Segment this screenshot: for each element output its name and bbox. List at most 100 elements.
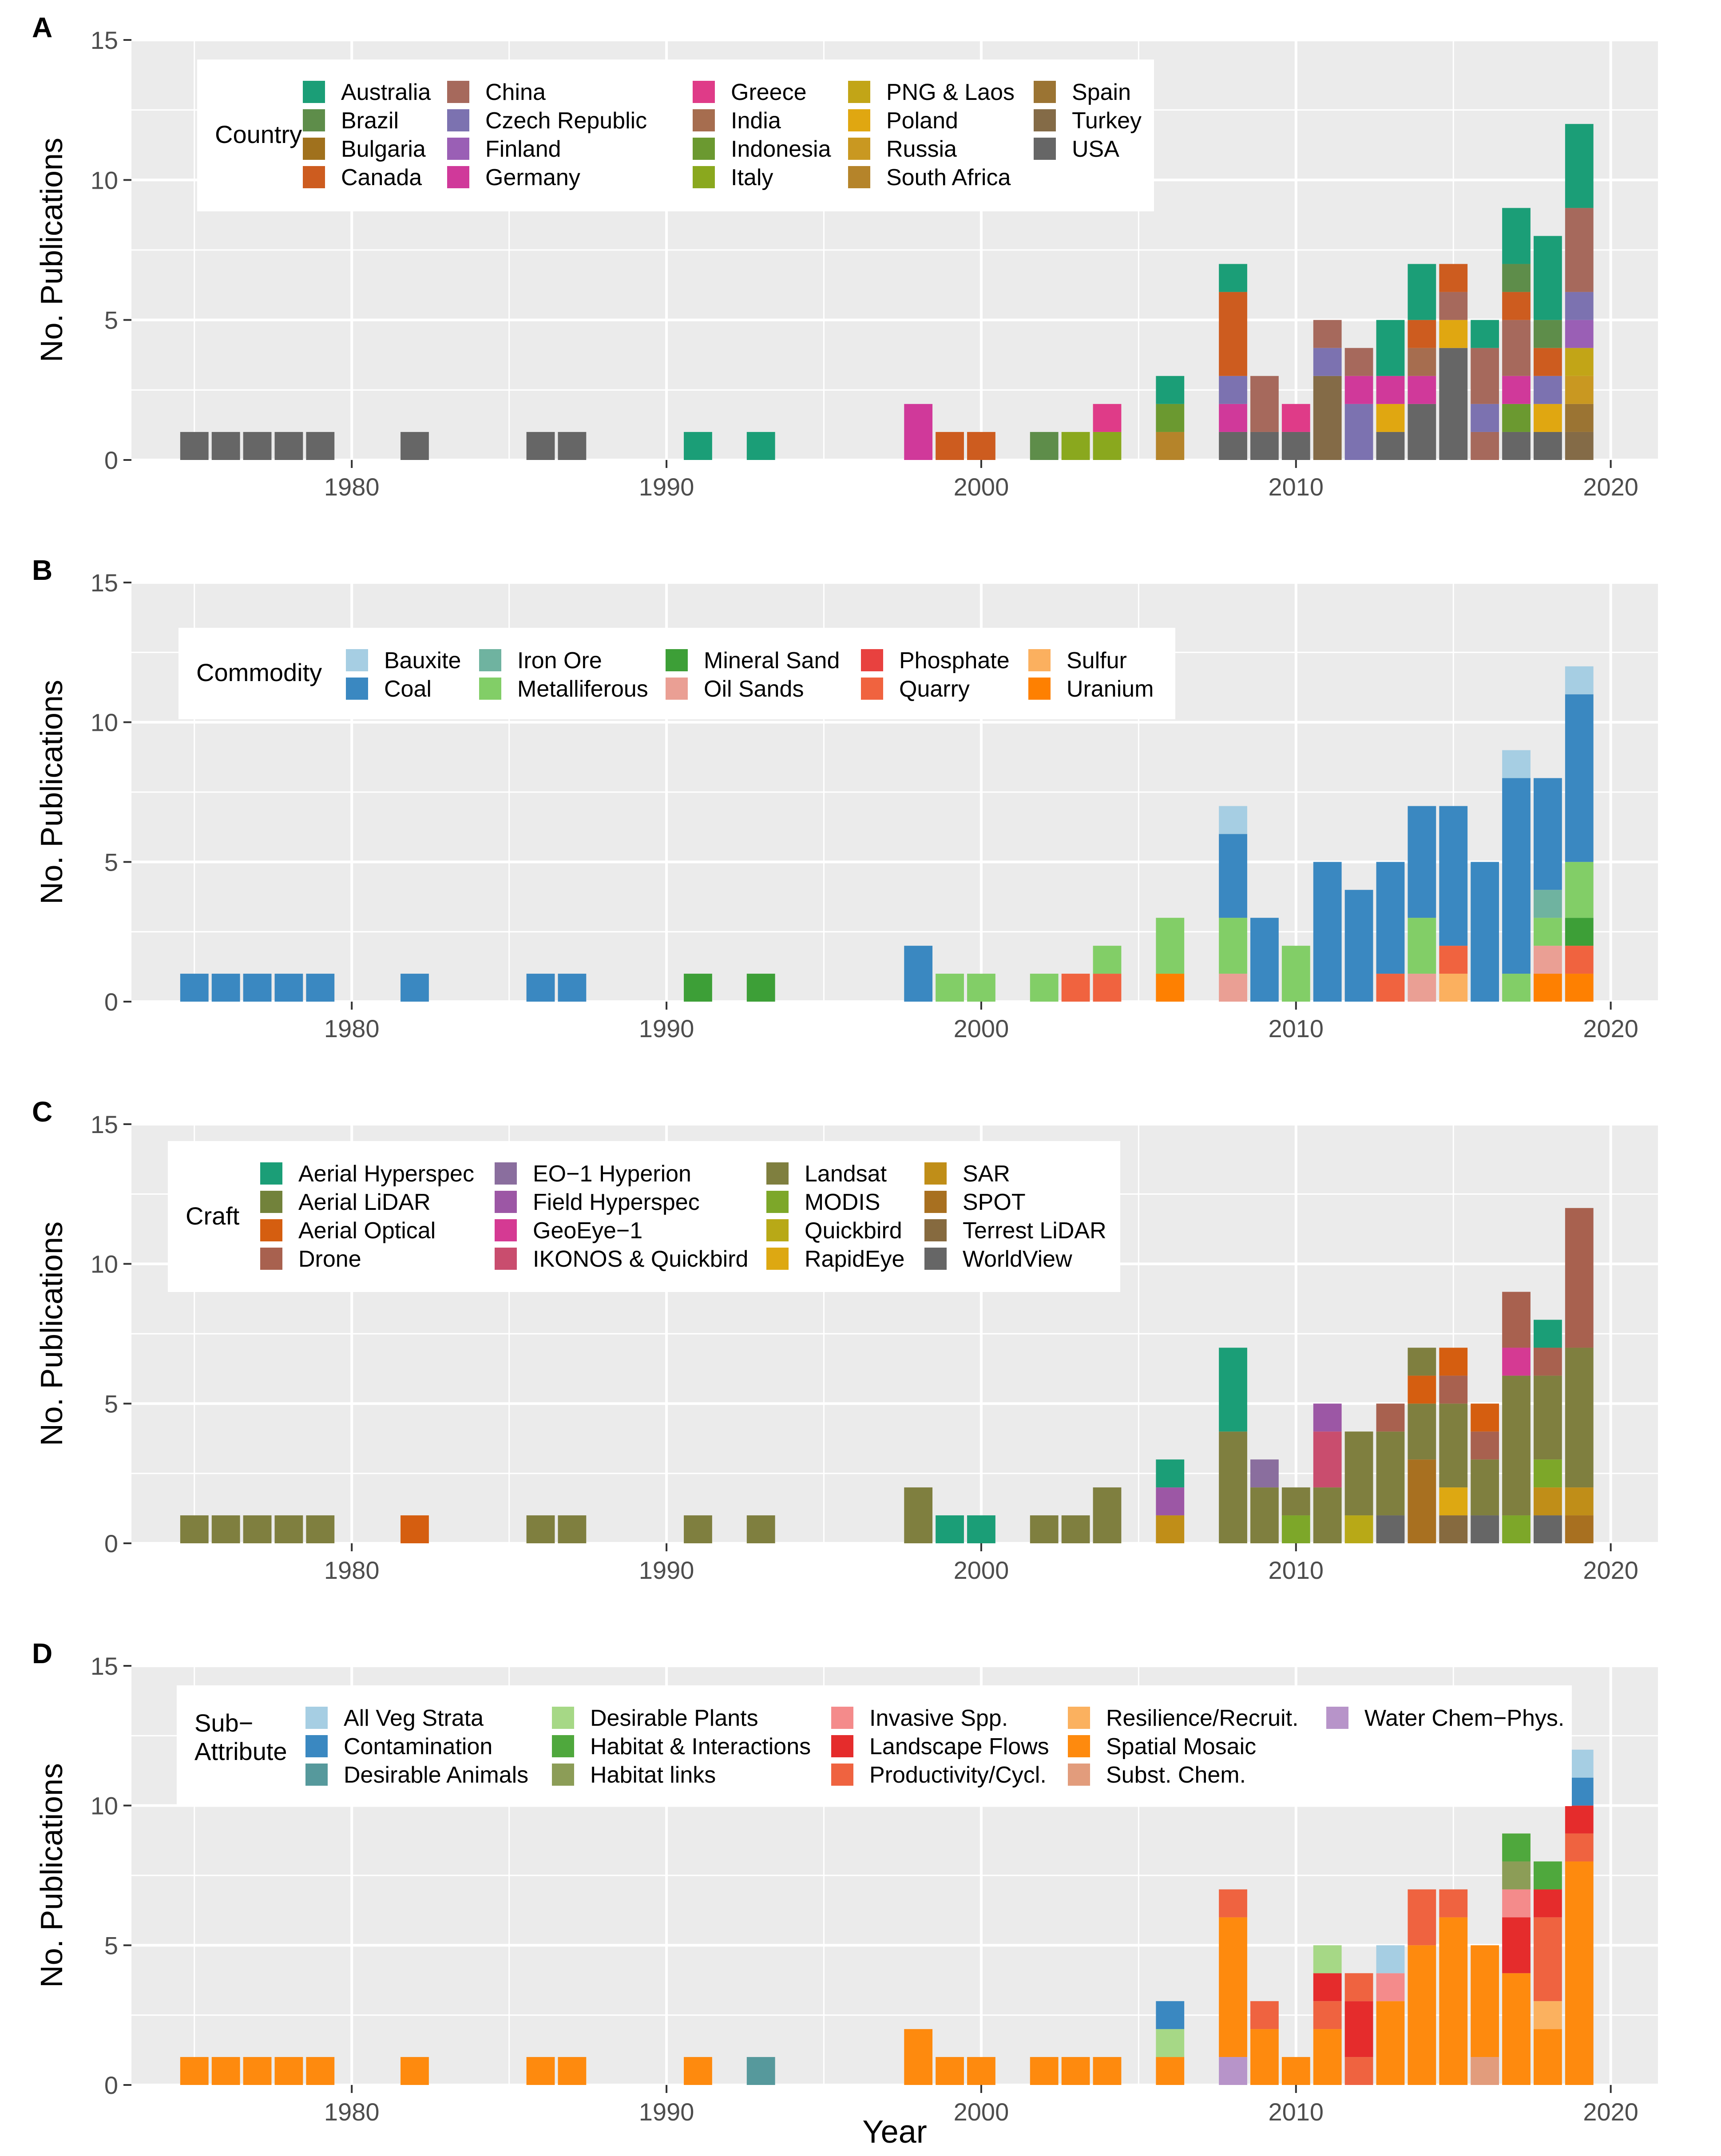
- bar-1993-desirable-animals: [746, 2057, 775, 2085]
- x-tick-label: 2020: [1583, 1556, 1638, 1584]
- legend-label-australia: Australia: [341, 79, 431, 105]
- legend-swatch-brazil: [303, 109, 325, 131]
- bar-2011-productivity-cycl: [1313, 2001, 1342, 2029]
- bar-2002-landsat: [1030, 1515, 1059, 1543]
- bar-2019-australia: [1565, 124, 1594, 208]
- bar-2013-poland: [1376, 404, 1405, 432]
- bar-2016-czech-republic: [1471, 404, 1499, 432]
- legend-swatch-quarry: [861, 678, 883, 700]
- bar-2015-usa: [1439, 348, 1468, 460]
- legend-label-landsat: Landsat: [805, 1161, 887, 1187]
- bar-2019-turkey: [1565, 432, 1594, 460]
- bar-1979-usa: [306, 432, 335, 460]
- bar-2003-quarry: [1061, 974, 1090, 1002]
- legend-label-worldview: WorldView: [963, 1246, 1072, 1272]
- legend-label-water-chem-phys: Water Chem−Phys.: [1364, 1705, 1564, 1731]
- legend-label-aerial-hyperspec: Aerial Hyperspec: [298, 1161, 474, 1187]
- y-tick-label: 15: [91, 1110, 118, 1138]
- legend-title: Sub− Attribute: [194, 1709, 287, 1765]
- bar-2006-desirable-plants: [1156, 2029, 1185, 2057]
- legend-label-geoeye-1: GeoEye−1: [533, 1218, 642, 1244]
- y-tick-label: 0: [104, 1530, 118, 1558]
- bar-2012-quickbird: [1344, 1515, 1373, 1543]
- bar-2008-water-chem-phys: [1219, 2057, 1247, 2085]
- x-tick-label: 1990: [639, 2098, 694, 2126]
- legend-label-finland: Finland: [485, 136, 561, 162]
- bar-2011-ikonos-quickbird: [1313, 1431, 1342, 1488]
- bar-1998-landsat: [904, 1487, 933, 1543]
- bar-2015-china: [1439, 292, 1468, 320]
- bar-2008-canada: [1219, 292, 1247, 376]
- bar-2017-germany: [1502, 376, 1531, 404]
- y-tick-label: 5: [104, 848, 118, 876]
- bar-1978-coal: [274, 974, 303, 1002]
- legend-swatch-mineral-sand: [666, 649, 688, 671]
- x-tick-label: 1980: [324, 1015, 380, 1042]
- legend-swatch-contamination: [305, 1735, 328, 1757]
- x-tick-label: 1990: [639, 1556, 694, 1584]
- bar-2006-australia: [1156, 376, 1185, 404]
- legend-label-coal: Coal: [384, 676, 432, 702]
- bar-2013-quarry: [1376, 974, 1405, 1002]
- bar-1987-landsat: [558, 1515, 587, 1543]
- bar-2012-landscape-flows: [1344, 2001, 1373, 2057]
- legend-label-ikonos-quickbird: IKONOS & Quickbird: [533, 1246, 748, 1272]
- bar-2019-czech-republic: [1565, 292, 1594, 320]
- y-tick-label: 10: [91, 1792, 118, 1820]
- bar-1979-landsat: [306, 1515, 335, 1543]
- legend-title-line: Sub−: [194, 1709, 253, 1737]
- bar-2011-turkey: [1313, 376, 1342, 460]
- legend-label-habitat-links: Habitat links: [590, 1762, 716, 1788]
- legend-background: [168, 1141, 1120, 1292]
- bar-1987-coal: [558, 974, 587, 1002]
- legend-swatch-aerial-lidar: [260, 1191, 282, 1213]
- bar-2019-china: [1565, 208, 1594, 292]
- bar-2011-landsat: [1313, 1487, 1342, 1543]
- legend-swatch-finland: [447, 138, 469, 160]
- y-tick-label: 10: [91, 1250, 118, 1278]
- legend-swatch-modis: [766, 1191, 789, 1213]
- legend-swatch-south-africa: [848, 166, 870, 188]
- legend-swatch-invasive-spp: [831, 1707, 853, 1729]
- bar-2015-spatial-mosaic: [1439, 1917, 1468, 2085]
- x-axis-title: Year: [862, 2114, 927, 2150]
- bar-2016-china: [1471, 432, 1499, 460]
- bar-2008-metalliferous: [1219, 918, 1247, 974]
- legend-label-aerial-lidar: Aerial LiDAR: [298, 1189, 431, 1215]
- panel-d: 0 5 10 15 1980 1990 2000 2010 2020 No. Publicatio…: [32, 1637, 1658, 2126]
- bar-2003-italy: [1061, 432, 1090, 460]
- legend-swatch-metalliferous: [479, 678, 501, 700]
- y-axis-title: No. Publications: [34, 680, 69, 904]
- bar-2000-metalliferous: [967, 974, 995, 1002]
- bar-1991-australia: [684, 432, 712, 460]
- bar-2008-productivity-cycl: [1219, 1889, 1247, 1918]
- bar-1982-usa: [401, 432, 429, 460]
- bar-2013-all-veg-strata: [1376, 1945, 1405, 1974]
- x-tick-label: 1990: [639, 473, 694, 501]
- bar-2003-landsat: [1061, 1515, 1090, 1543]
- bar-2013-australia: [1376, 320, 1405, 376]
- bar-1993-landsat: [746, 1515, 775, 1543]
- bar-2017-canada: [1502, 292, 1531, 320]
- legend-label-all-veg-strata: All Veg Strata: [344, 1705, 484, 1731]
- x-tick-label: 2000: [954, 473, 1009, 501]
- bar-1978-spatial-mosaic: [274, 2057, 303, 2085]
- bar-2011-china: [1313, 320, 1342, 348]
- legend-swatch-usa: [1034, 138, 1056, 160]
- legend-label-south-africa: South Africa: [886, 165, 1011, 190]
- panel-label: C: [32, 1096, 52, 1128]
- legend-label-habitat-interactions: Habitat & Interactions: [590, 1734, 811, 1760]
- bar-2017-brazil: [1502, 264, 1531, 292]
- bar-2013-worldview: [1376, 1515, 1405, 1543]
- bar-2000-canada: [967, 432, 995, 460]
- bar-1993-mineral-sand: [746, 974, 775, 1002]
- bar-2010-landsat: [1281, 1487, 1310, 1516]
- x-tick-label: 1980: [324, 1556, 380, 1584]
- bar-2019-sar: [1565, 1487, 1594, 1516]
- bar-2010-usa: [1281, 432, 1310, 460]
- bar-2017-drone: [1502, 1292, 1531, 1348]
- panel-b: 0 5 10 15 1980 1990 2000 2010 2020 No. Publicatio…: [32, 554, 1658, 1042]
- legend-swatch-png-laos: [848, 81, 870, 103]
- bar-1982-coal: [401, 974, 429, 1002]
- bar-2016-coal: [1471, 862, 1499, 1002]
